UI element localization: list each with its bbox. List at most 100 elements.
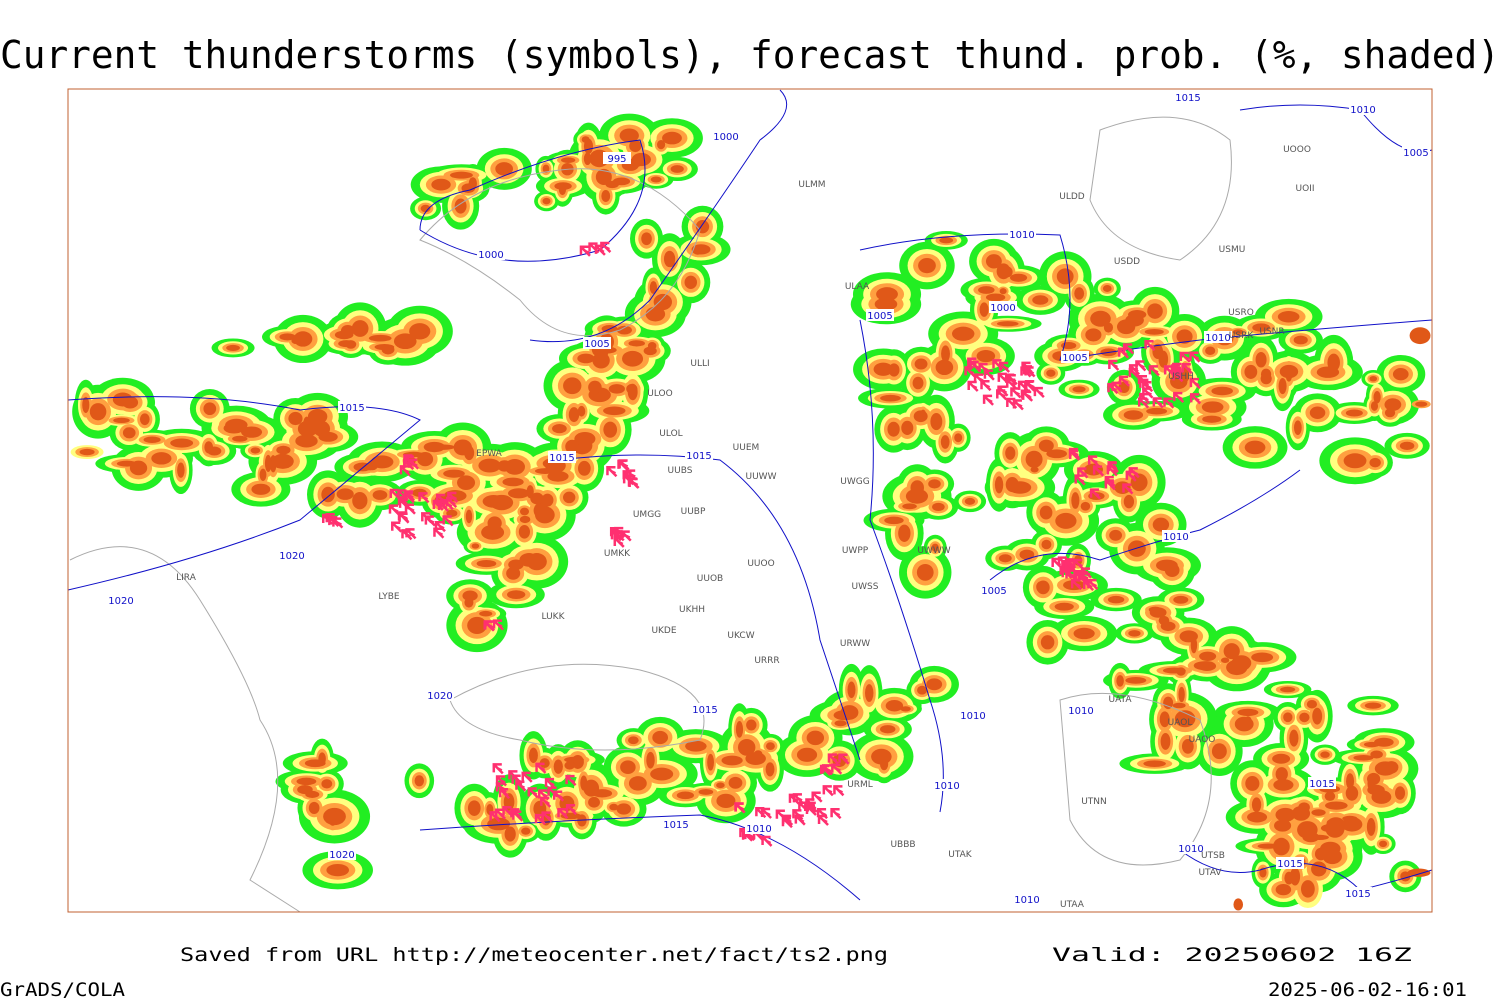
shade-blob	[1090, 310, 1111, 327]
shade-blob	[1342, 815, 1358, 822]
thunderstorm-symbol	[609, 527, 622, 539]
thunderstorm-symbol	[540, 796, 552, 808]
station-label: UWGG	[840, 477, 869, 487]
thunderstorm-symbol	[804, 801, 816, 813]
shade-blob	[1009, 273, 1028, 282]
isobar-label: 1005	[981, 586, 1006, 597]
shade-blob	[1073, 627, 1095, 640]
isobar	[67, 396, 421, 591]
shade-blob	[1260, 368, 1272, 381]
shade-blob	[1345, 409, 1363, 417]
coastline	[1059, 692, 1212, 866]
thunderstorm-symbol	[483, 620, 495, 632]
station-label: USRO	[1228, 308, 1254, 318]
station-label: UKDE	[651, 626, 676, 636]
station-label: UTSB	[1201, 851, 1225, 861]
station-label: UUBP	[681, 507, 706, 517]
thunderstorm-symbol	[565, 803, 577, 816]
shade-blob	[297, 420, 318, 437]
shade-blob	[449, 171, 473, 179]
thunderstorm-symbol	[492, 619, 504, 631]
shade-blob	[89, 403, 107, 421]
shade-blob	[985, 254, 1002, 269]
shade-blob	[884, 516, 904, 525]
thunderstorm-symbol	[827, 753, 839, 765]
thunderstorm-symbol	[1010, 387, 1022, 399]
shade-blob	[308, 801, 320, 814]
thunderstorm-symbol	[1189, 393, 1202, 405]
shade-blob	[979, 302, 989, 317]
shade-blob	[932, 502, 945, 512]
shade-blob	[476, 559, 497, 568]
thunderstorm-symbol	[982, 394, 994, 406]
shade-blob	[1233, 898, 1244, 911]
shade-blob	[1032, 295, 1049, 305]
isobar-label-bg	[933, 779, 961, 791]
shade-blob	[129, 460, 148, 476]
thunderstorm-symbol	[1128, 467, 1140, 479]
thunderstorm-symbol	[1173, 391, 1185, 403]
shade-blob	[847, 681, 856, 699]
thunderstorm-symbol	[421, 512, 433, 524]
thunderstorm-symbol	[600, 241, 612, 253]
shade-blob	[806, 730, 825, 746]
thunderstorm-symbol	[1137, 397, 1150, 409]
thunderstorm-symbol	[792, 793, 804, 805]
timestamp: 2025-06-02-16:01	[1268, 979, 1467, 1000]
shade-blob	[603, 406, 626, 416]
thunderstorm-symbol	[1152, 397, 1164, 409]
shade-blob	[996, 321, 1019, 327]
shade-blob	[1205, 346, 1216, 355]
shade-blob	[1220, 657, 1230, 663]
shade-blob	[1251, 797, 1262, 813]
thunderstorm-symbol	[973, 373, 985, 385]
shade-blob	[765, 762, 775, 777]
isobar-label: 1015	[692, 705, 717, 716]
station-label: UMGG	[633, 510, 661, 520]
shade-blob	[629, 139, 642, 153]
shade-blob	[999, 288, 1007, 295]
shade-blob	[232, 435, 248, 442]
shade-blob	[321, 486, 335, 503]
thunderstorm-symbol	[1135, 360, 1147, 372]
shade-blob	[250, 447, 261, 454]
isobar-label-bg	[866, 309, 894, 321]
shade-blob	[941, 345, 950, 363]
thunderstorm-symbol	[1089, 488, 1101, 500]
shade-blob	[1030, 466, 1039, 473]
shade-blob	[553, 759, 563, 774]
shade-blob	[1046, 369, 1056, 377]
thunderstorm-symbol	[761, 835, 773, 847]
shade-blob	[304, 759, 326, 768]
shade-blob	[900, 706, 911, 712]
shade-blob	[1005, 446, 1016, 460]
coastline	[419, 168, 701, 337]
shade-blob	[495, 162, 514, 176]
shade-blob	[1257, 843, 1279, 849]
shade-blob	[423, 441, 446, 453]
shade-blob	[414, 775, 425, 787]
shade-blob	[1156, 559, 1178, 572]
shade-blob	[595, 168, 612, 186]
shade-blob	[1146, 407, 1168, 415]
shade-blob	[1237, 708, 1259, 717]
map-labels: 995 1000 1000 1005 1015 1015 1015 1020 1020 1020 1…	[107, 91, 1430, 910]
shade-blob	[547, 471, 569, 482]
thunderstorm-symbol	[332, 517, 344, 529]
shade-blob	[1324, 791, 1336, 801]
station-label: USRK	[1229, 331, 1255, 341]
thunderstorm-symbol	[1024, 366, 1036, 378]
shade-blob	[994, 476, 1004, 494]
shade-blob	[1273, 779, 1294, 791]
isobar-label: 1010	[746, 824, 771, 835]
thunderstorm-symbol	[1074, 474, 1086, 486]
station-label: UKCW	[727, 631, 754, 641]
shade-blob	[1072, 386, 1086, 393]
station-label: UBBB	[890, 840, 915, 850]
shade-blob	[1320, 751, 1330, 758]
shade-blob	[1231, 655, 1252, 671]
shade-blob	[1176, 329, 1193, 344]
thunderstorm-symbol	[446, 496, 458, 509]
shade-blob	[1211, 386, 1233, 396]
shade-blob	[1255, 352, 1267, 368]
